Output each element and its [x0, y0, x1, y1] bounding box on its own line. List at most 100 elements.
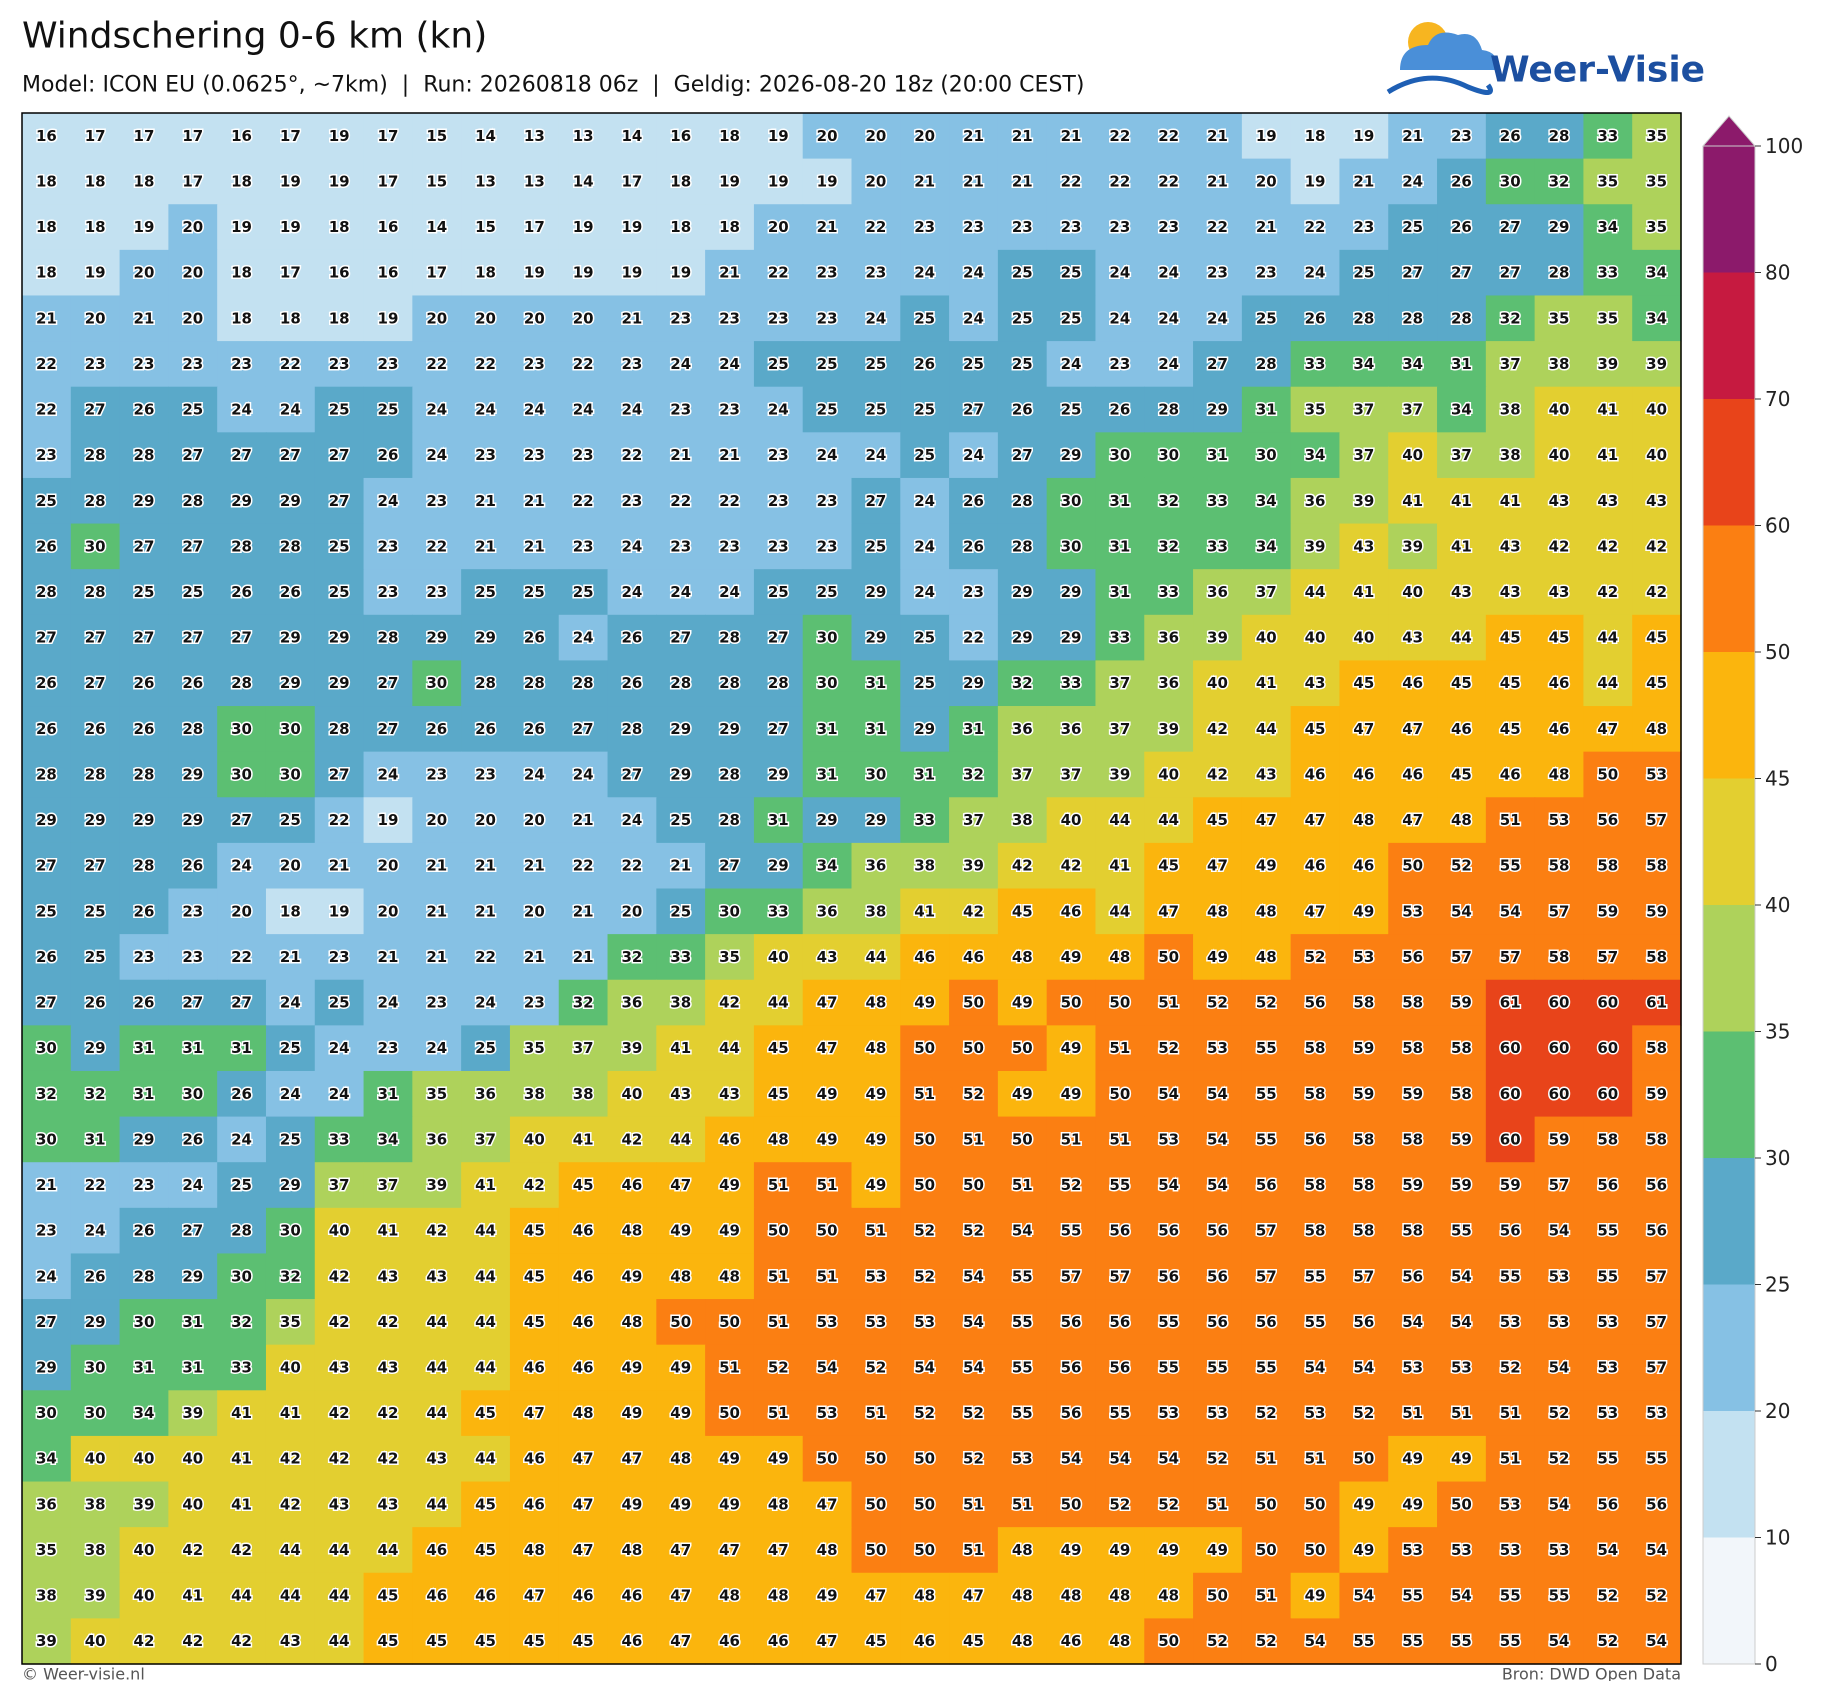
shear-cell: [558, 706, 609, 753]
shear-cell: [705, 797, 755, 844]
shear-cell: [461, 1253, 511, 1300]
shear-cell: [753, 660, 804, 707]
shear-value: 53: [1353, 948, 1374, 966]
shear-cell: [558, 477, 609, 525]
shear-value: 22: [1061, 172, 1082, 190]
shear-cell: [1632, 934, 1682, 981]
shear-cell: [1095, 706, 1145, 753]
shear-cell: [119, 1116, 169, 1163]
shear-cell: [461, 569, 511, 616]
shear-cell: [22, 1162, 72, 1209]
shear-cell: [851, 1207, 901, 1255]
shear-value: 45: [524, 1222, 545, 1240]
shear-value: 58: [1402, 1130, 1423, 1148]
shear-cell: [1339, 1070, 1389, 1118]
shear-cell: [1632, 1299, 1682, 1346]
shear-cell: [1583, 523, 1633, 570]
shear-value: 52: [1256, 994, 1277, 1012]
shear-cell: [851, 113, 901, 160]
shear-value: 36: [621, 994, 642, 1012]
shear-value: 51: [768, 1404, 789, 1422]
shear-cell: [22, 797, 72, 844]
shear-value: 22: [231, 948, 252, 966]
shear-value: 47: [865, 1587, 886, 1605]
shear-value: 47: [817, 1632, 838, 1650]
shear-cell: [997, 158, 1048, 205]
shear-value: 49: [670, 1495, 691, 1513]
shear-cell: [1046, 1435, 1097, 1483]
shear-cell: [265, 432, 316, 479]
shear-value: 19: [329, 127, 350, 145]
shear-cell: [753, 113, 804, 160]
shear-value: 27: [182, 446, 203, 464]
shear-cell: [461, 477, 511, 525]
shear-cell: [851, 979, 901, 1026]
shear-value: 55: [1353, 1632, 1374, 1650]
shear-cell: [558, 523, 609, 570]
shear-cell: [363, 979, 413, 1026]
shear-value: 48: [573, 1404, 594, 1422]
shear-cell: [997, 1527, 1048, 1574]
shear-value: 51: [1500, 1404, 1521, 1422]
shear-value: 55: [1012, 1267, 1033, 1285]
shear-value: 50: [1109, 994, 1130, 1012]
shear-cell: [1046, 1025, 1097, 1072]
shear-cell: [1339, 979, 1389, 1026]
shear-cell: [1437, 1435, 1487, 1483]
shear-value: 45: [1500, 674, 1521, 692]
shear-cell: [753, 204, 804, 251]
shear-cell: [217, 979, 267, 1026]
shear-cell: [558, 1344, 609, 1391]
shear-value: 20: [426, 811, 447, 829]
shear-cell: [1485, 386, 1536, 433]
shear-cell: [753, 1481, 804, 1528]
shear-value: 27: [85, 857, 106, 875]
shear-cell: [168, 1162, 218, 1209]
shear-value: 55: [1402, 1587, 1423, 1605]
shear-value: 24: [621, 401, 642, 419]
shear-value: 23: [1256, 264, 1277, 282]
shear-value: 21: [1402, 127, 1423, 145]
shear-cell: [412, 204, 462, 251]
shear-cell: [119, 979, 169, 1026]
shear-value: 26: [1451, 218, 1472, 236]
shear-value: 55: [1256, 1039, 1277, 1057]
shear-cell: [1241, 1207, 1292, 1255]
shear-cell: [1534, 660, 1585, 707]
shear-value: 38: [914, 857, 935, 875]
shear-cell: [1583, 614, 1633, 662]
shear-value: 39: [1158, 720, 1179, 738]
shear-value: 21: [914, 172, 935, 190]
shear-value: 45: [378, 1587, 399, 1605]
shear-value: 27: [134, 537, 155, 555]
shear-cell: [1046, 751, 1097, 798]
shear-value: 24: [914, 264, 935, 282]
shear-cell: [1144, 1070, 1194, 1118]
shear-value: 52: [1597, 1632, 1618, 1650]
shear-cell: [265, 842, 316, 890]
shear-cell: [314, 1435, 365, 1483]
colorbar-extend: [1701, 115, 1757, 147]
shear-value: 46: [475, 1587, 496, 1605]
shear-cell: [363, 1481, 413, 1528]
shear-value: 54: [1646, 1632, 1667, 1650]
shear-cell: [1095, 934, 1145, 981]
shear-cell: [997, 341, 1048, 388]
shear-value: 21: [524, 948, 545, 966]
shear-value: 34: [1353, 355, 1374, 373]
shear-value: 24: [865, 309, 886, 327]
shear-cell: [705, 1162, 755, 1209]
shear-cell: [1046, 249, 1097, 297]
shear-value: 53: [1207, 1039, 1228, 1057]
shear-value: 16: [36, 127, 57, 145]
shear-cell: [1632, 614, 1682, 662]
shear-value: 41: [1353, 583, 1374, 601]
shear-value: 19: [768, 127, 789, 145]
shear-value: 59: [1451, 1130, 1472, 1148]
shear-value: 21: [1207, 127, 1228, 145]
shear-cell: [802, 1344, 853, 1391]
shear-value: 30: [85, 537, 106, 555]
shear-value: 24: [963, 264, 984, 282]
shear-cell: [900, 1481, 950, 1528]
shear-value: 19: [719, 172, 740, 190]
